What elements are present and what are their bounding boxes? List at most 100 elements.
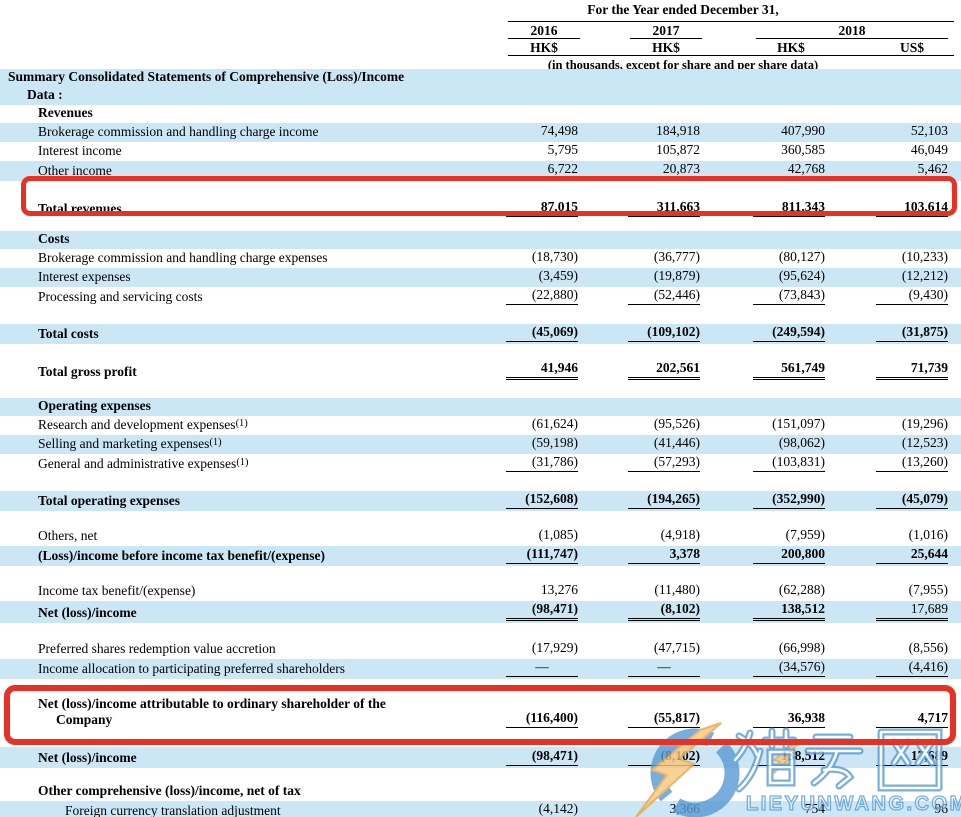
cell-value: (7,955) [908,582,948,597]
cell-value: (59,198) [531,435,578,450]
currency-label: HK$ [652,40,680,55]
cell-value: 105,872 [656,142,700,157]
cell-value: (3,459) [538,268,578,283]
cell-value: (111,747) [506,546,578,564]
cell-value: (1,016) [908,527,948,542]
table-row: Other comprehensive (loss)/income, net o… [0,783,961,801]
cell-value: (352,990) [753,491,825,509]
cell-value: (45,079) [876,491,948,509]
cell-value: 87,015 [506,199,578,217]
cell-value: (249,594) [753,324,825,342]
cell-value: (4,142) [506,801,578,817]
financial-table-body: Summary Consolidated Statements of Compr… [0,69,961,817]
spacer-row [0,623,961,640]
table-row: Preferred shares redemption value accret… [0,640,961,659]
spacer-row [0,307,961,324]
row-label: Total revenues [38,201,122,216]
table-row: Total operating expenses (152,608) (194,26… [0,491,961,511]
table-row: Operating expenses [0,398,961,416]
table-row: Others, net (1,085) (4,918) (7,959) (1,016) [0,527,961,546]
row-label: Other income [38,163,112,178]
cell-value: 754 [753,801,825,817]
spacer-row [0,219,961,231]
cell-value: (103,831) [753,454,825,472]
cell-value: (17,929) [531,640,578,655]
table-row: Other income 6,722 20,873 42,768 5,462 [0,161,961,181]
currency-label: HK$ [777,40,805,55]
row-label: Processing and servicing costs [38,289,203,304]
cell-value: 17,689 [876,601,948,621]
cell-value: (1,085) [538,527,578,542]
cell-value: 202,561 [628,360,700,380]
row-label: Preferred shares redemption value accret… [38,641,276,656]
table-row: General and administrative expenses(1) (3… [0,454,961,474]
cell-value: 42,768 [753,161,825,179]
cell-value: 5,462 [876,161,948,179]
table-row: Summary Consolidated Statements of Compr… [0,69,961,87]
cell-value: (47,715) [653,640,700,655]
row-label: Income allocation to participating prefe… [38,661,345,676]
cell-value: (62,288) [778,582,825,597]
cell-value: 52,103 [910,123,948,138]
cell-value: (95,526) [653,416,700,431]
year-label: 2016 [508,23,580,39]
cell-value: (66,998) [778,640,825,655]
cell-value: 13,276 [540,582,578,597]
cell-value: 71,739 [876,360,948,380]
table-row: Data : [0,87,961,105]
table-row: Brokerage commission and handling charge… [0,249,961,268]
cell-value: 74,498 [540,123,578,138]
table-column-header: For the Year ended December 31, 2016 2017… [462,0,954,73]
cell-value: (12,523) [901,435,948,450]
year-label: 2017 [630,23,702,39]
cell-value: (7,959) [785,527,825,542]
table-row: Income tax benefit/(expense) 13,276 (11,48… [0,582,961,601]
cell-value: — [628,659,700,677]
row-label: Summary Consolidated Statements of Compr… [8,69,405,84]
spacer-row [0,474,961,491]
table-row: Net (loss)/income attributable to ordina… [0,695,961,730]
cell-value: (19,296) [901,416,948,431]
cell-value: 25,644 [876,546,948,564]
cell-value: (22,880) [506,287,578,305]
table-row: Processing and servicing costs (22,880) (5… [0,287,961,307]
cell-value: (13,260) [876,454,948,472]
cell-value: 184,918 [656,123,700,138]
table-row: Net (loss)/income (98,471) (8,102) 138,512 1… [0,601,961,623]
cell-value: (116,400) [506,710,578,728]
cell-value: 138,512 [753,748,825,766]
spacer-row [0,181,961,194]
cell-value: 200,800 [753,546,825,564]
cell-value: (11,480) [654,582,700,597]
spacer-row [0,768,961,783]
footnote-marker: (1) [236,457,249,468]
cell-value: 3,366 [628,801,700,817]
cell-value: (41,446) [653,435,700,450]
currency-label: HK$ [530,40,558,55]
financial-statement-table: Summary Consolidated Statements of Compr… [0,69,961,817]
currency-row: HK$ HK$ HK$ US$ [462,39,954,55]
row-label: (Loss)/income before income tax benefit/… [38,548,325,563]
row-label: Net (loss)/income [38,750,137,765]
table-row: Selling and marketing expenses(1) (59,198… [0,435,961,454]
row-label: Brokerage commission and handling charge… [38,250,328,265]
row-label: Costs [38,231,70,246]
cell-value: (80,127) [778,249,825,264]
row-label: Net (loss)/income attributable to ordina… [38,696,386,711]
spacer-row [0,566,961,582]
table-row: Revenues [0,105,961,123]
cell-value: (98,471) [506,748,578,766]
table-row: Foreign currency translation adjustment (… [0,801,961,817]
cell-value: (98,471) [506,601,578,621]
table-row: (Loss)/income before income tax benefit/… [0,546,961,566]
cell-value: (31,786) [506,454,578,472]
cell-value: 20,873 [628,161,700,179]
spacer-row [0,730,961,747]
row-label: Revenues [38,105,93,120]
cell-value: (52,446) [628,287,700,305]
cell-value: (36,777) [653,249,700,264]
table-row: Research and development expenses(1) (61,… [0,416,961,435]
cell-value: (31,875) [876,324,948,342]
cell-value: 4,717 [876,710,948,728]
table-row: Costs [0,231,961,249]
